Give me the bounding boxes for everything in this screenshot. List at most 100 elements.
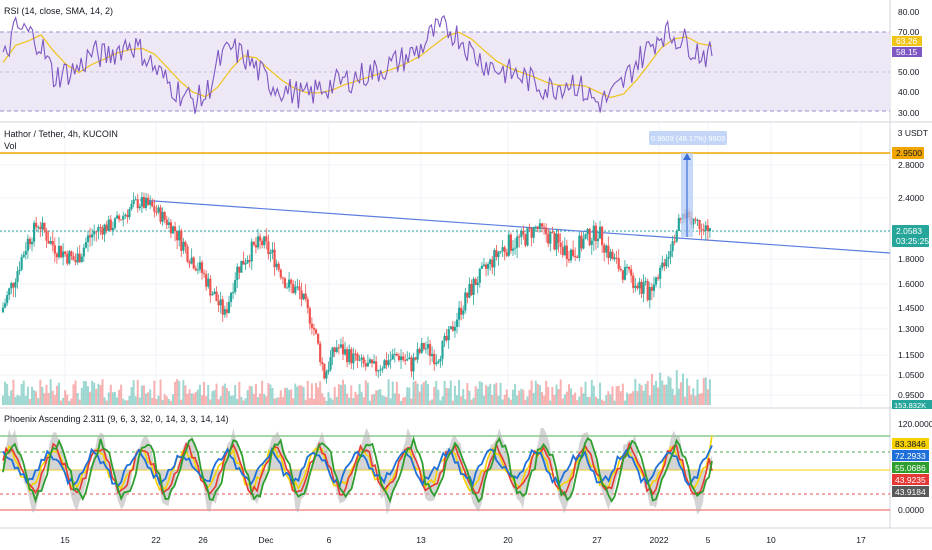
volume-bar xyxy=(580,386,583,405)
time-axis-label[interactable]: 13 xyxy=(416,535,426,545)
candle-body xyxy=(567,258,571,261)
candle-body xyxy=(538,223,542,229)
volume-bar xyxy=(607,391,610,405)
candle-body xyxy=(308,308,311,324)
volume-bar xyxy=(124,400,127,405)
volume-bar xyxy=(520,388,523,405)
volume-bar xyxy=(632,391,635,405)
candle-body xyxy=(273,249,276,268)
volume-bar xyxy=(192,393,195,405)
candle-body xyxy=(62,251,65,258)
candle-body xyxy=(470,283,473,295)
volume-bar xyxy=(437,389,440,405)
volume-bar xyxy=(68,400,71,405)
rsi-value-tag xyxy=(892,36,922,46)
candle-body xyxy=(194,268,197,271)
volume-bar xyxy=(194,391,197,405)
candle-body xyxy=(312,327,316,330)
time-axis-label[interactable]: 6 xyxy=(327,535,332,545)
volume-bar xyxy=(209,399,212,405)
candle-body xyxy=(412,357,415,372)
volume-bar xyxy=(665,384,668,405)
volume-bar xyxy=(2,395,4,405)
candle-body xyxy=(72,256,75,261)
candle-body xyxy=(362,357,365,364)
phoenix-pane[interactable]: Phoenix Ascending 2.311 (9, 6, 3, 32, 0,… xyxy=(0,414,932,515)
symbol-title[interactable]: Hathor / Tether, 4h, KUCOIN xyxy=(4,129,118,139)
volume-bar xyxy=(331,399,334,405)
volume-bar xyxy=(698,393,701,405)
volume-bar xyxy=(584,381,587,405)
time-axis-label[interactable]: 5 xyxy=(706,535,711,545)
rsi-tick-label: 50.00 xyxy=(898,67,920,77)
volume-bar xyxy=(553,395,556,405)
candle-body xyxy=(511,248,515,251)
volume-bar xyxy=(402,397,405,405)
candle-body xyxy=(424,348,428,350)
rsi-pane[interactable]: RSI (14, close, SMA, 14, 2) 80.0070.0060… xyxy=(0,6,922,118)
candle-body xyxy=(167,222,170,225)
volume-bar xyxy=(213,390,216,405)
volume-bar xyxy=(395,381,398,405)
volume-bar xyxy=(86,386,89,405)
volume-bar xyxy=(55,385,58,405)
candle-body xyxy=(445,335,448,341)
time-axis-label[interactable]: 22 xyxy=(151,535,161,545)
time-axis-label[interactable]: 26 xyxy=(198,535,208,545)
candle-body xyxy=(520,230,523,237)
time-axis-label[interactable]: 17 xyxy=(856,535,866,545)
volume-bar xyxy=(333,386,336,405)
candle-body xyxy=(513,247,517,249)
candle-body xyxy=(611,251,614,260)
volume-bar xyxy=(547,386,550,405)
candle-body xyxy=(144,197,148,208)
time-axis-label[interactable]: 20 xyxy=(503,535,513,545)
volume-bar xyxy=(190,393,193,405)
volume-bar xyxy=(149,389,152,405)
volume-bar xyxy=(6,383,9,405)
price-pane[interactable]: 0.9603 (48.17%) 9603 Hathor / Tether, 4h… xyxy=(0,123,932,410)
candle-body xyxy=(294,286,297,294)
candle-body xyxy=(354,353,357,355)
volume-bar xyxy=(74,380,77,405)
volume-bar xyxy=(45,384,48,405)
candle-body xyxy=(572,249,575,256)
volume-bar xyxy=(373,394,376,405)
candle-body xyxy=(173,226,177,232)
candle-body xyxy=(636,285,639,289)
candle-body xyxy=(182,241,185,251)
candle-body xyxy=(542,226,546,228)
trendline[interactable] xyxy=(139,199,891,254)
candle-body xyxy=(250,241,253,262)
candle-body xyxy=(372,361,376,364)
candle-body xyxy=(379,369,382,371)
volume-bar xyxy=(186,393,189,405)
volume-bar xyxy=(640,385,643,405)
currency-label[interactable]: 3 USDT xyxy=(898,128,928,138)
time-axis-label[interactable]: 15 xyxy=(60,535,70,545)
candlesticks xyxy=(1,192,712,384)
candle-body xyxy=(551,231,554,233)
time-axis-label[interactable]: 27 xyxy=(592,535,602,545)
candle-body xyxy=(147,197,150,205)
volume-bar xyxy=(259,393,262,405)
candle-body xyxy=(385,360,388,366)
volume-bar xyxy=(323,397,326,405)
candle-body xyxy=(370,359,374,364)
volume-bar xyxy=(420,384,423,405)
candle-body xyxy=(321,361,324,365)
time-axis-label[interactable]: Dec xyxy=(258,535,274,545)
candle-body xyxy=(426,344,430,349)
price-tick-label: 1.3000 xyxy=(898,324,924,334)
time-axis-label[interactable]: 2022 xyxy=(650,535,669,545)
time-axis-label[interactable]: 10 xyxy=(766,535,776,545)
time-axis-labels[interactable]: 15 22 26 Dec 6 13 20 27 2022 5 10 17 xyxy=(60,535,866,545)
volume-bar xyxy=(652,385,655,405)
volume-bar xyxy=(619,391,622,405)
volume-bar xyxy=(433,387,436,405)
volume-bar xyxy=(509,399,512,405)
volume-bar xyxy=(536,383,539,405)
candle-body xyxy=(325,371,328,379)
volume-bar xyxy=(238,381,241,405)
